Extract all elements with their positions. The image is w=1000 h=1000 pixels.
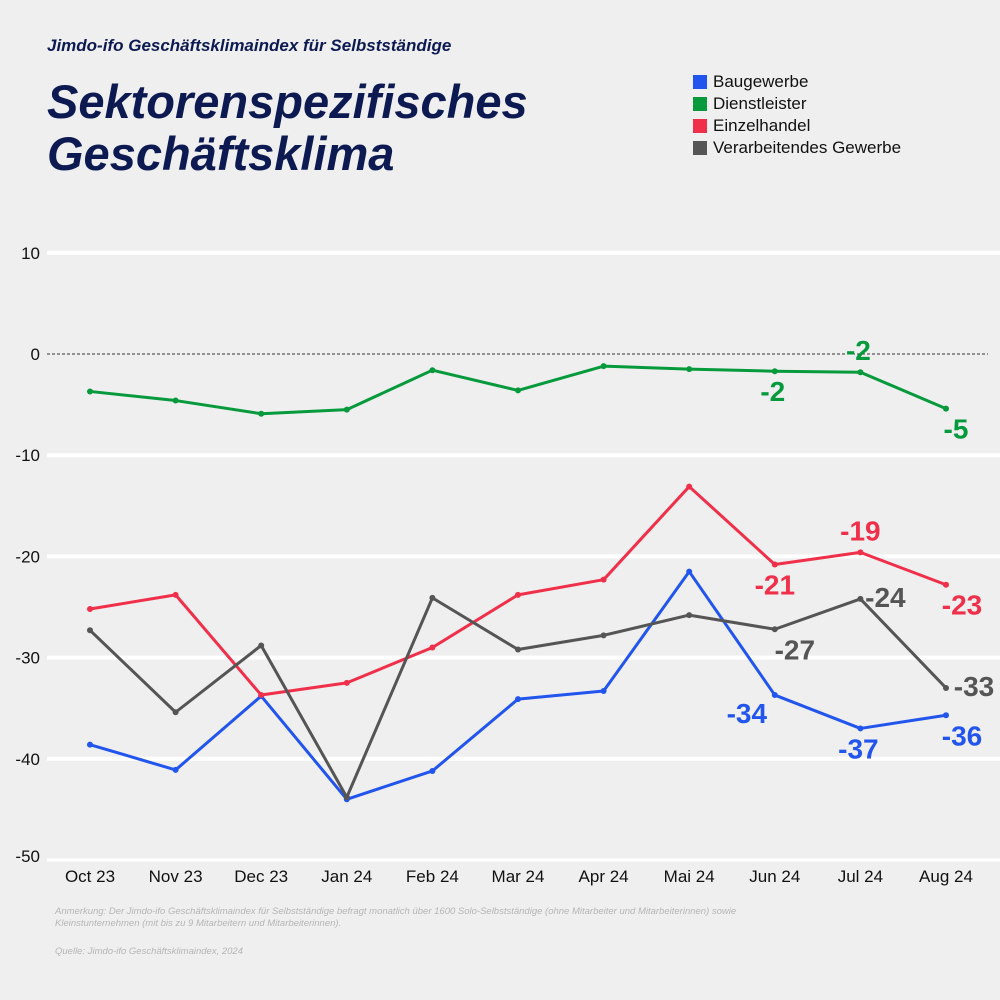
- data-label-einzelhandel: -23: [942, 590, 982, 621]
- data-point-dienstleister: [771, 368, 778, 375]
- data-point-verarbeitendes-gewerbe: [943, 684, 949, 691]
- data-point-verarbeitendes-gewerbe: [771, 626, 778, 633]
- data-point-verarbeitendes-gewerbe: [172, 709, 179, 716]
- x-tick-label: Nov 23: [149, 867, 203, 886]
- data-label-einzelhandel: -19: [840, 515, 880, 546]
- legend-item-einzelhandel: Einzelhandel: [693, 115, 901, 137]
- data-label-dienstleister: -2: [846, 335, 871, 366]
- y-tick-label: -20: [15, 547, 40, 566]
- data-point-verarbeitendes-gewerbe: [258, 642, 265, 649]
- data-label-dienstleister: -5: [944, 414, 969, 445]
- x-tick-label: Dec 23: [234, 867, 288, 886]
- data-point-dienstleister: [600, 363, 607, 370]
- x-tick-label: Aug 24: [919, 867, 973, 886]
- data-point-verarbeitendes-gewerbe: [87, 627, 93, 634]
- data-point-einzelhandel: [172, 591, 179, 598]
- data-label-baugewerbe: -36: [942, 720, 982, 751]
- data-point-dienstleister: [258, 410, 265, 417]
- x-tick-label: Apr 24: [579, 867, 629, 886]
- data-point-baugewerbe: [600, 687, 607, 694]
- data-point-einzelhandel: [429, 644, 436, 651]
- legend: Baugewerbe Dienstleister Einzelhandel Verar…: [693, 71, 901, 159]
- data-point-baugewerbe: [943, 712, 949, 719]
- x-tick-label: Oct 23: [65, 867, 115, 886]
- legend-label: Baugewerbe: [713, 72, 809, 91]
- data-point-einzelhandel: [857, 549, 864, 556]
- data-point-einzelhandel: [87, 606, 93, 613]
- data-label-dienstleister: -2: [760, 376, 785, 407]
- data-point-baugewerbe: [87, 741, 93, 748]
- data-point-verarbeitendes-gewerbe: [429, 594, 436, 601]
- y-tick-label: -50: [15, 847, 40, 866]
- y-tick-label: 0: [31, 345, 40, 364]
- footnote: Anmerkung: Der Jimdo-ifo Geschäftsklimai…: [55, 906, 737, 929]
- x-tick-label: Jan 24: [321, 867, 372, 886]
- legend-item-baugewerbe: Baugewerbe: [693, 71, 901, 93]
- chart-title: Sektorenspezifisches Geschäftsklima: [47, 76, 528, 180]
- title-line-2: Geschäftsklima: [47, 127, 395, 180]
- x-tick-label: Mar 24: [492, 867, 545, 886]
- x-tick-label: Jun 24: [749, 867, 800, 886]
- legend-swatch: [693, 141, 707, 155]
- data-point-dienstleister: [429, 367, 436, 374]
- title-line-1: Sektorenspezifisches: [47, 75, 528, 128]
- data-label-verarbeitendes-gewerbe: -24: [865, 582, 906, 613]
- y-tick-label: -30: [15, 649, 40, 668]
- data-point-baugewerbe: [172, 766, 179, 773]
- data-point-verarbeitendes-gewerbe: [686, 612, 693, 619]
- legend-swatch: [693, 119, 707, 133]
- data-label-verarbeitendes-gewerbe: -33: [954, 671, 994, 702]
- data-point-einzelhandel: [258, 692, 265, 699]
- chart-subtitle: Jimdo-ifo Geschäftsklimaindex für Selbst…: [47, 36, 452, 55]
- legend-item-dienstleister: Dienstleister: [693, 93, 901, 115]
- legend-swatch: [693, 97, 707, 111]
- data-point-dienstleister: [686, 366, 693, 373]
- data-point-einzelhandel: [771, 561, 778, 568]
- legend-label: Dienstleister: [713, 94, 807, 113]
- data-point-verarbeitendes-gewerbe: [343, 794, 350, 801]
- legend-label: Einzelhandel: [713, 116, 811, 135]
- data-label-baugewerbe: -34: [727, 698, 768, 729]
- data-point-verarbeitendes-gewerbe: [600, 632, 607, 639]
- series-line-baugewerbe: [89, 570, 947, 801]
- x-tick-label: Mai 24: [664, 867, 715, 886]
- data-point-einzelhandel: [515, 591, 521, 598]
- y-tick-label: -40: [15, 750, 40, 769]
- legend-item-verarbeitendes-gewerbe: Verarbeitendes Gewerbe: [693, 137, 901, 159]
- series-line-einzelhandel: [89, 485, 947, 697]
- x-tick-label: Feb 24: [406, 867, 459, 886]
- data-point-einzelhandel: [686, 483, 693, 490]
- data-point-dienstleister: [943, 405, 949, 412]
- legend-label: Verarbeitendes Gewerbe: [713, 138, 902, 157]
- data-point-dienstleister: [515, 387, 521, 394]
- source-note: Quelle: Jimdo-ifo Geschäftsklimaindex, 2…: [55, 946, 243, 957]
- data-point-baugewerbe: [515, 696, 521, 703]
- data-point-dienstleister: [343, 406, 350, 413]
- data-point-baugewerbe: [686, 568, 693, 575]
- data-point-baugewerbe: [771, 692, 778, 699]
- data-point-dienstleister: [857, 369, 864, 376]
- data-label-baugewerbe: -37: [838, 733, 878, 764]
- data-label-einzelhandel: -21: [755, 569, 795, 600]
- y-tick-label: 10: [21, 244, 40, 263]
- data-point-einzelhandel: [343, 679, 350, 686]
- data-point-einzelhandel: [600, 576, 607, 583]
- data-point-verarbeitendes-gewerbe: [515, 646, 521, 653]
- data-label-verarbeitendes-gewerbe: -27: [775, 634, 815, 665]
- data-point-dienstleister: [87, 388, 93, 395]
- legend-swatch: [693, 75, 707, 89]
- data-point-dienstleister: [172, 397, 179, 404]
- y-tick-label: -10: [15, 446, 40, 465]
- data-point-baugewerbe: [857, 725, 864, 732]
- data-point-verarbeitendes-gewerbe: [857, 595, 864, 602]
- data-point-baugewerbe: [429, 767, 436, 774]
- x-tick-label: Jul 24: [838, 867, 883, 886]
- data-point-einzelhandel: [943, 581, 949, 588]
